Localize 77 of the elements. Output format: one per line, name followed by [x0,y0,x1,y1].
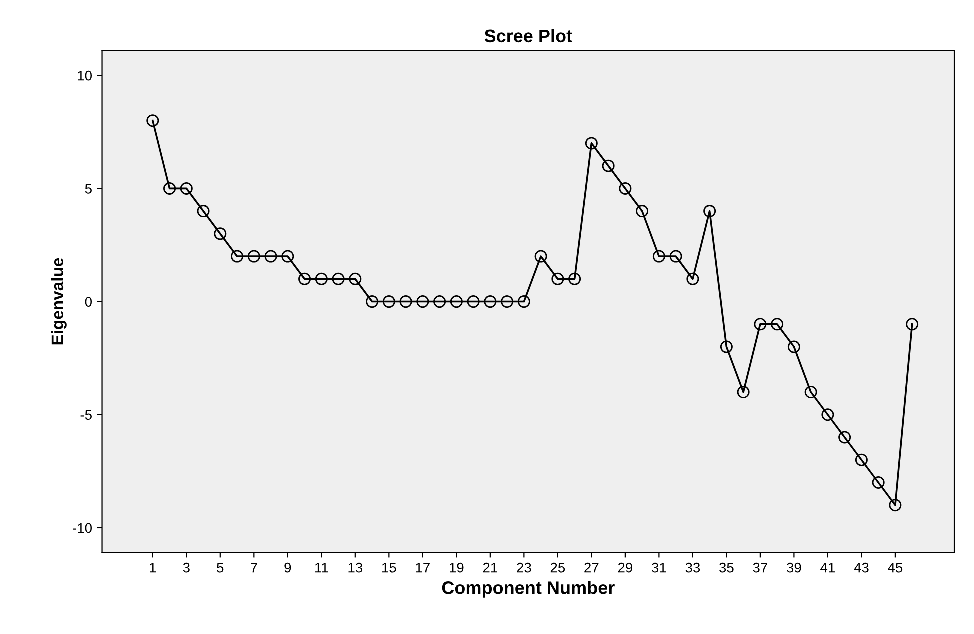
x-tick-label: 37 [753,562,768,573]
point [822,408,834,422]
x-tick-label: 23 [517,562,532,573]
point [737,386,750,399]
y-tick-label: -5 [80,410,92,420]
point [332,272,345,286]
point [467,296,480,308]
x-tick-label: 45 [888,563,903,573]
x-tick-label: 5 [217,563,224,573]
x-tick-label: 31 [652,562,666,573]
point [906,318,919,331]
point [619,182,632,195]
point [146,114,160,128]
x-tick-label: 11 [316,563,328,573]
point [771,318,784,331]
point [248,250,260,263]
point [382,296,396,308]
point [400,296,412,308]
point [164,182,176,195]
point [434,296,446,308]
point [366,296,379,308]
x-tick-label: 7 [251,563,258,573]
point [704,205,716,218]
point [670,250,682,263]
point [315,272,328,286]
point [264,250,278,263]
point [518,296,530,308]
point [754,318,767,331]
x-tick-label: 35 [719,562,734,573]
x-tick-label: 33 [686,562,700,573]
x-tick-label: 17 [416,563,430,573]
x-tick-label: 1 [150,563,156,573]
point [552,272,564,286]
point [788,340,800,354]
x-tick-label: 9 [284,562,292,573]
y-tick-label: -10 [73,523,92,534]
y-tick-label: 10 [78,70,92,81]
point [636,205,649,218]
point [450,296,463,308]
point [197,205,210,218]
x-tick-label: 19 [450,562,464,573]
x-tick-label: 25 [550,562,566,573]
point [180,182,193,195]
x-tick-label: 39 [787,562,802,573]
x-tick-label: 15 [382,563,396,573]
point [568,272,582,286]
y-tick-label: 5 [85,184,92,194]
point [838,431,852,444]
point [484,296,497,308]
y-tick-label: 0 [85,297,92,307]
point [872,476,885,489]
x-tick-label: 41 [820,563,835,573]
x-tick-label: 43 [854,562,869,573]
point [501,296,514,308]
point [652,250,666,263]
point [889,499,902,512]
point [602,160,615,172]
point [804,386,818,399]
x-tick-label: 29 [618,562,632,573]
point [282,250,294,263]
chart-title: Scree Plot [484,29,572,43]
point [855,454,868,466]
point [534,250,548,263]
point [720,340,733,354]
x-axis-title: Component Number [442,581,615,598]
x-tick-label: 21 [483,562,498,573]
point [231,250,244,263]
point [298,272,312,286]
point [214,228,227,240]
point [585,137,598,150]
x-tick-label: 3 [183,562,190,573]
point [349,272,362,286]
x-tick-label: 27 [584,562,599,573]
point [686,272,700,286]
point [416,296,430,308]
x-tick-label: 13 [348,562,363,573]
y-axis-title: Eigenvalue [51,258,67,345]
